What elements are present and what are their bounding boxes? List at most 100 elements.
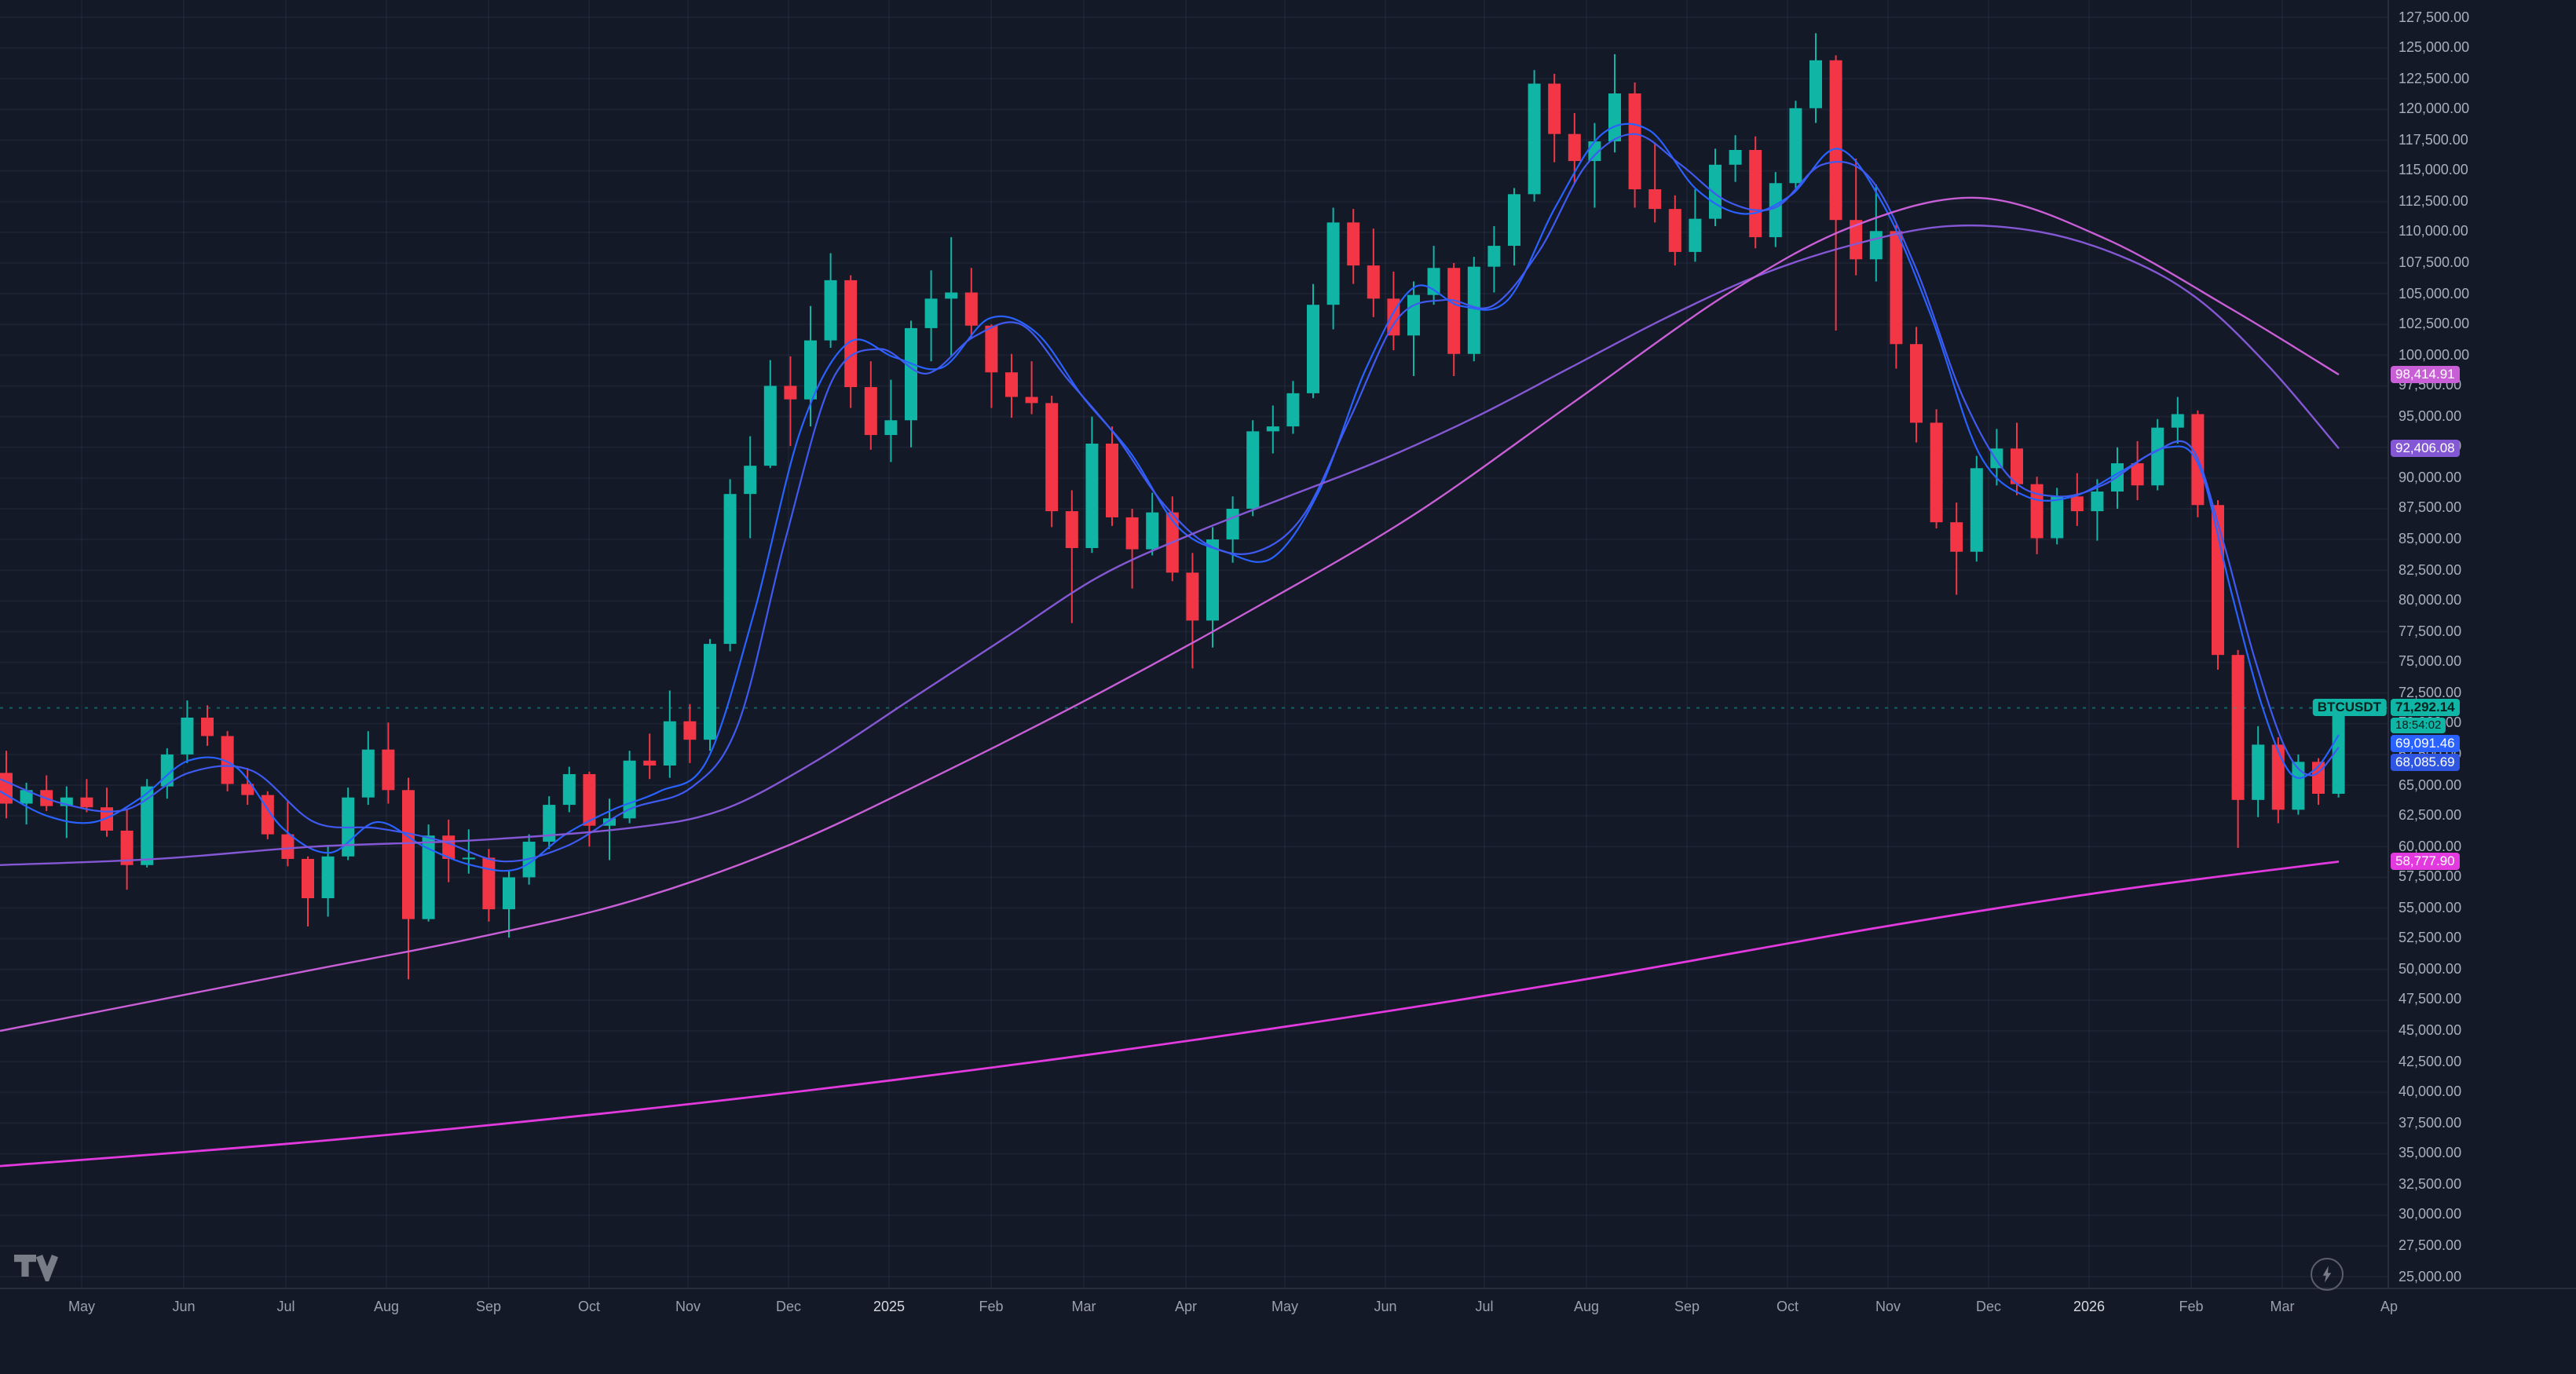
candle-body — [1367, 265, 1380, 299]
candle-body — [1246, 431, 1260, 509]
candle-body — [2011, 448, 2023, 484]
candle-body — [2252, 744, 2265, 800]
candle-body — [643, 760, 657, 766]
price-tick-label: 72,500.00 — [2399, 684, 2462, 700]
candle-body — [1789, 108, 1802, 184]
candle-body — [1809, 60, 1822, 108]
price-tick-label: 85,000.00 — [2399, 531, 2462, 547]
price-tick-label: 52,500.00 — [2399, 930, 2462, 946]
price-tick-label: 60,000.00 — [2399, 838, 2462, 854]
price-tick-label: 127,500.00 — [2399, 9, 2470, 24]
candle-body — [221, 736, 234, 784]
time-tick-label: Aug — [1573, 1299, 1599, 1314]
time-tick-label: Apr — [1174, 1299, 1197, 1314]
candle-body — [201, 717, 214, 736]
candle-body — [784, 386, 797, 400]
ma-line-fast-1 — [0, 122, 2340, 872]
time-axis[interactable]: May Jun Jul Aug Sep Oct Nov Dec 2025 Feb Mar Apr May… — [0, 1288, 2576, 1374]
candle-body — [603, 818, 616, 826]
candle-body — [1548, 83, 1561, 134]
candle-body — [804, 340, 817, 400]
time-tick-label: Nov — [675, 1299, 701, 1314]
price-tick-label: 107,500.00 — [2399, 254, 2470, 270]
price-axis[interactable]: 25,000.00 27,500.00 30,000.00 32,500.00 35,0… — [2388, 0, 2576, 1288]
time-tick-label: Sep — [475, 1299, 501, 1314]
candle-body — [2332, 707, 2345, 795]
ma-line-mid-200d — [0, 224, 2340, 866]
time-tick-label: Jun — [172, 1299, 196, 1314]
price-tick-label: 32,500.00 — [2399, 1175, 2462, 1192]
candle-body — [1769, 183, 1782, 238]
candle-body — [1045, 403, 1059, 512]
candle-body — [1065, 511, 1078, 549]
time-tick-label: Dec — [775, 1299, 801, 1314]
candle-body — [1266, 426, 1279, 432]
candle-body — [2292, 762, 2305, 810]
candle-body — [2231, 655, 2245, 800]
candle-body — [1608, 93, 1621, 142]
time-tick-label: Sep — [1674, 1299, 1700, 1314]
price-tick-label: 112,500.00 — [2399, 192, 2468, 209]
time-tick-label: Mar — [2270, 1299, 2295, 1314]
candle-body — [382, 749, 395, 791]
chart-plot-area[interactable] — [0, 0, 2388, 1288]
price-tick-label: 95,000.00 — [2399, 407, 2462, 424]
candle-body — [683, 721, 697, 740]
candle-body — [2271, 744, 2285, 810]
price-tick-label: 45,000.00 — [2399, 1022, 2462, 1038]
candle-body — [1025, 396, 1038, 404]
candle-body — [422, 835, 435, 919]
candle-body — [2070, 496, 2084, 512]
candle-body — [2131, 463, 2144, 486]
ma-line-slow-1y — [0, 196, 2340, 1032]
time-tick-label: 2026 — [2073, 1299, 2106, 1314]
candle-body — [2091, 491, 2104, 512]
candles — [0, 33, 2345, 980]
time-tick-label: May — [1271, 1299, 1298, 1314]
price-tick-label: 87,500.00 — [2399, 499, 2462, 516]
candle-body — [101, 807, 113, 831]
candle-body — [181, 717, 194, 755]
candle-body — [1568, 133, 1581, 162]
candle-body — [1528, 83, 1541, 195]
price-tick-label: 105,000.00 — [2399, 285, 2470, 301]
price-tick-label: 97,500.00 — [2399, 377, 2462, 393]
ma-line-longest-200w — [0, 861, 2340, 1168]
candle-body — [1085, 444, 1099, 549]
candle-body — [905, 327, 917, 421]
candle-body — [1307, 305, 1319, 393]
time-tick-label: May — [68, 1299, 95, 1314]
candle-body — [1467, 266, 1480, 354]
candle-body — [562, 773, 576, 806]
candle-body — [1930, 422, 1943, 523]
candle-body — [2212, 505, 2224, 656]
price-tick-label: 100,000.00 — [2399, 346, 2470, 363]
time-tick-label: Nov — [1875, 1299, 1901, 1314]
candle-body — [1970, 468, 1983, 552]
grid — [0, 0, 2388, 1288]
time-tick-label: Dec — [1975, 1299, 2001, 1314]
price-tick-label: 120,000.00 — [2399, 100, 2470, 117]
candle-body — [80, 797, 93, 808]
time-tick-label: Jul — [276, 1299, 295, 1314]
price-tick-label: 40,000.00 — [2399, 1083, 2462, 1100]
candle-body — [321, 856, 335, 899]
time-tick-label: Ap — [2380, 1299, 2398, 1314]
candle-body — [361, 749, 375, 798]
candle-body — [985, 325, 998, 373]
candle-body — [1186, 572, 1199, 621]
candle-body — [60, 797, 73, 806]
price-tick-label: 57,500.00 — [2399, 868, 2462, 885]
candle-body — [1508, 194, 1520, 247]
tradingview-logo[interactable] — [14, 1255, 61, 1281]
price-tick-label: 35,000.00 — [2399, 1145, 2462, 1161]
time-tick-label: 2025 — [873, 1299, 906, 1314]
price-tick-label: 25,000.00 — [2399, 1268, 2462, 1284]
candle-body — [1146, 512, 1159, 550]
price-tick-label: 90,000.00 — [2399, 469, 2462, 485]
candle-body — [763, 386, 777, 466]
lightning-icon[interactable] — [2311, 1258, 2344, 1291]
time-tick-label: Aug — [373, 1299, 399, 1314]
